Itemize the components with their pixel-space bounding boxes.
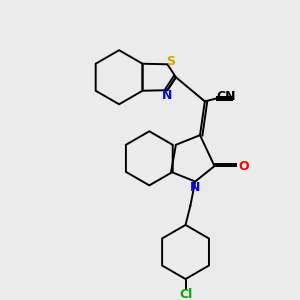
Text: O: O <box>238 160 249 172</box>
Text: N: N <box>190 181 200 194</box>
Text: N: N <box>162 88 172 101</box>
Text: CN: CN <box>216 90 236 103</box>
Text: Cl: Cl <box>179 288 192 300</box>
Text: S: S <box>166 55 175 68</box>
